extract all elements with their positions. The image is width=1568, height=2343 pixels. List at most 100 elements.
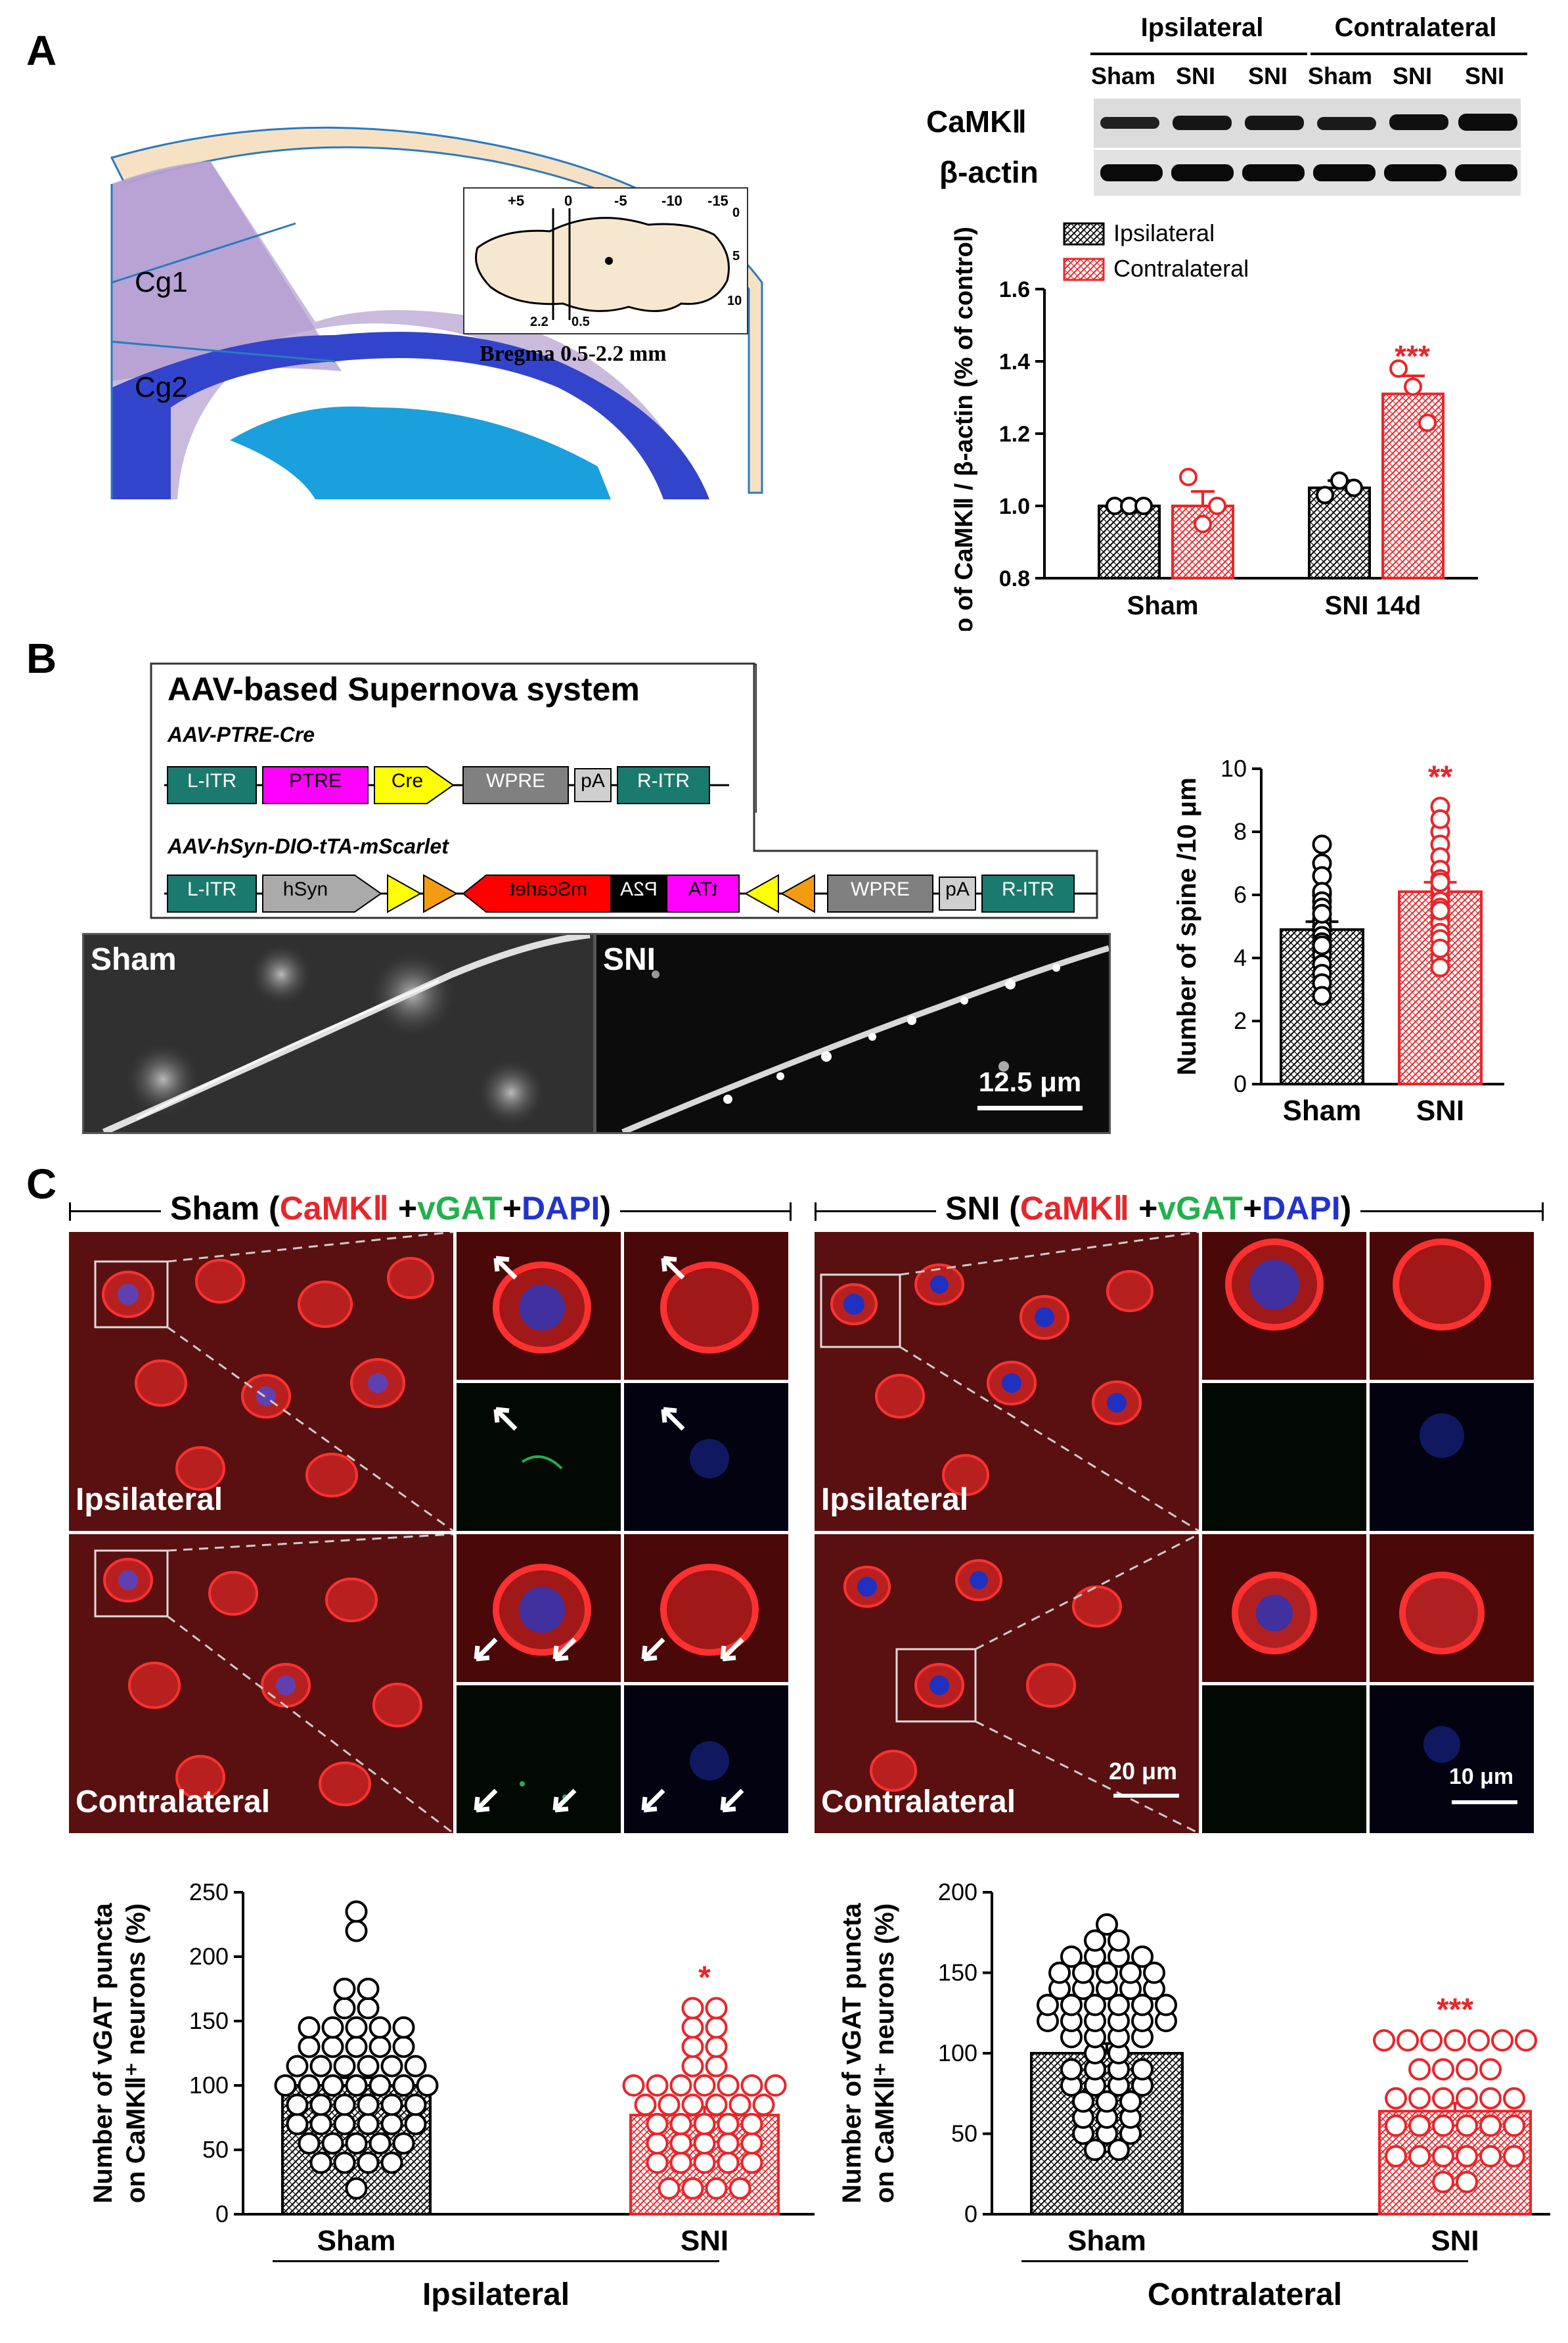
data-point: [1119, 2090, 1142, 2113]
data-point: [309, 2055, 332, 2078]
scale-bar-20um: [1113, 1794, 1179, 1798]
data-point: [1373, 2029, 1395, 2052]
data-point: [1208, 497, 1226, 515]
zoom-sham-contra-red: [624, 1534, 788, 1682]
data-point: [1155, 1993, 1177, 2016]
data-point: [333, 2093, 356, 2116]
data-point: [392, 2016, 415, 2039]
data-point: [357, 2112, 380, 2135]
data-point: [298, 2036, 321, 2059]
row-label-ipsi: Ipsilateral: [76, 1482, 223, 1517]
data-point: [1430, 872, 1450, 892]
data-point: [705, 2016, 728, 2039]
data-point: [646, 2132, 669, 2155]
panel-label-a: A: [26, 27, 57, 74]
spine-label-sni: SNI: [603, 942, 656, 977]
supernova-title: AAV-based Supernova system: [168, 671, 640, 708]
zoom-texture: [1423, 1726, 1460, 1763]
data-point: [693, 2132, 716, 2155]
data-point: [740, 2132, 763, 2155]
data-point: [681, 1997, 704, 2020]
construct2-mscarlet: mScarlet: [509, 878, 588, 900]
significance-marker: ***: [1395, 339, 1430, 373]
inset-tick: -15: [707, 193, 728, 209]
data-point: [1312, 986, 1332, 1006]
data-point: [380, 2093, 403, 2116]
y-tick-label: 1.0: [999, 494, 1030, 519]
blot-group-line: [1090, 53, 1307, 55]
data-point: [1456, 2114, 1478, 2137]
data-point: [1134, 497, 1153, 515]
data-point: [286, 2055, 309, 2078]
group-label-contra: Contralateral: [1147, 2277, 1343, 2312]
data-point: [705, 2177, 728, 2200]
region-cg2: Cg2: [135, 371, 188, 403]
data-point: [369, 2016, 392, 2039]
x-category-label: Sham: [1283, 1095, 1362, 1127]
data-point: [764, 2074, 787, 2097]
scale-bar-10um: [1452, 1800, 1517, 1804]
y-tick-label: 1.4: [999, 350, 1030, 375]
sham-heading: Sham (CaMKⅡ +vGAT+DAPI): [161, 1189, 621, 1227]
legend-swatch: [1063, 258, 1105, 281]
chart-vgat-ipsilateral: 0 50 100 150 200 250 Number of vGAT puncta on C…: [89, 1878, 815, 2254]
data-point: [392, 2132, 415, 2155]
data-point: [321, 2074, 344, 2097]
inset-cut: 0.5: [571, 315, 590, 329]
construct1-pa: pA: [581, 770, 605, 792]
data-point: [1432, 2058, 1454, 2081]
heading-text: SNI (: [945, 1190, 1020, 1227]
data-point: [298, 2074, 321, 2097]
data-point: [321, 2016, 344, 2039]
data-point: [369, 2036, 392, 2059]
data-point: [1345, 478, 1363, 497]
data-point: [357, 2151, 380, 2174]
zoom-sham-ipsi-red: [624, 1232, 788, 1380]
zoom-sni-contra-merge: [1202, 1534, 1366, 1682]
data-point: [404, 2093, 427, 2116]
data-point: [1119, 1961, 1142, 1984]
spine-scale-label: 12.5 μm: [978, 1066, 1082, 1097]
data-point: [1096, 1913, 1118, 1936]
zoom-texture: [1393, 1239, 1491, 1331]
construct2-wpre: WPRE: [851, 878, 910, 900]
zoom-sni-contra-blue: 10 μm: [1370, 1685, 1534, 1833]
data-point: [1418, 413, 1437, 432]
data-point: [705, 2093, 728, 2116]
spine-texture: [596, 935, 1109, 1132]
y-axis-label: on CaMKⅡ⁺ neurons (%): [870, 1903, 899, 2203]
construct2-hsyn: hSyn: [282, 878, 328, 900]
data-point: [681, 2177, 704, 2200]
zoom-sni-ipsi-blue: [1370, 1383, 1534, 1531]
data-point: [1037, 1993, 1059, 2016]
construct2-pa: pA: [945, 878, 970, 900]
data-point: [1060, 1993, 1083, 2016]
data-point: [333, 1978, 356, 2000]
data-point: [681, 2016, 704, 2039]
data-point: [728, 2093, 751, 2116]
data-point: [693, 2151, 716, 2174]
panel-label-b: B: [26, 635, 57, 682]
data-point: [380, 2055, 403, 2078]
construct2-p2a: P2A: [620, 878, 658, 900]
region-cg1: Cg1: [135, 266, 188, 298]
zoom-sham-contra-green: [457, 1685, 621, 1833]
data-point: [1316, 486, 1334, 505]
data-point: [1432, 2145, 1454, 2168]
data-point: [740, 2151, 763, 2174]
x-category-label: SNI: [681, 2225, 728, 2254]
data-point: [1503, 2114, 1525, 2137]
data-point: [380, 2151, 403, 2174]
data-point: [286, 2093, 309, 2116]
zoom-texture: [641, 1741, 744, 1813]
zoom-texture: [493, 1407, 563, 1470]
blot-group-ipsilateral: Ipsilateral: [1140, 13, 1264, 42]
data-point: [1108, 1929, 1130, 1952]
y-tick-label: 8: [1234, 818, 1247, 845]
data-point: [1084, 2139, 1106, 2161]
data-point: [286, 2112, 309, 2135]
spine-texture: [84, 935, 593, 1132]
zoom-sni-ipsi-red: [1370, 1232, 1534, 1380]
heading-tick: [790, 1202, 792, 1221]
y-axis-label: Number of vGAT puncta: [838, 1903, 866, 2204]
